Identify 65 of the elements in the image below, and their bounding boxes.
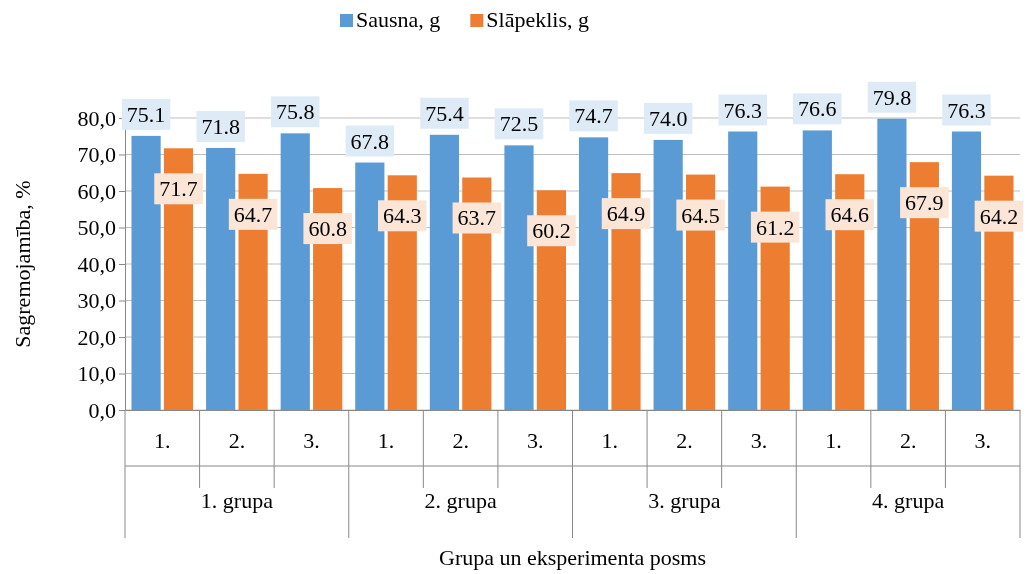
data-label: 71.8 — [201, 113, 240, 139]
data-label: 64.6 — [830, 202, 870, 228]
text: 2. grupa — [424, 488, 497, 513]
y-tick-label: 10,0 — [77, 361, 116, 387]
data-label: 60.2 — [532, 218, 571, 244]
data-label: 75.1 — [126, 101, 166, 127]
x-tick-label: 2. — [676, 428, 693, 454]
text: 4. grupa — [872, 488, 945, 513]
data-label: 67.8 — [350, 128, 390, 154]
text: 3. grupa — [648, 488, 721, 513]
bar — [355, 162, 385, 410]
bar — [653, 139, 683, 410]
x-tick-label: 2. — [899, 428, 917, 454]
data-label: 64.5 — [681, 202, 720, 228]
y-tick-label: 60,0 — [77, 178, 116, 204]
data-label: 67.9 — [905, 190, 944, 216]
bar — [877, 118, 907, 410]
data-label: 72.5 — [499, 111, 539, 137]
y-tick-label: 30,0 — [77, 288, 116, 314]
data-label: 64.2 — [979, 203, 1019, 229]
bar — [578, 137, 609, 410]
bar — [951, 131, 982, 410]
data-label: 60.8 — [308, 216, 347, 242]
text: 1. grupa — [200, 488, 274, 513]
x-axis-title: Grupa un eksperimenta posms — [439, 545, 706, 570]
bar — [206, 147, 236, 410]
data-label: 76.3 — [723, 97, 762, 123]
y-axis-title: Sagremojamība, % — [10, 180, 35, 348]
bar — [131, 135, 161, 410]
x-tick-label: 1. — [377, 428, 395, 454]
data-label: 64.9 — [606, 201, 646, 227]
bar — [802, 130, 832, 410]
data-label: 75.4 — [425, 100, 464, 126]
legend-label: Slāpeklis, g — [486, 7, 589, 32]
data-label: 74.0 — [648, 105, 688, 131]
y-tick-label: 20,0 — [77, 324, 116, 350]
data-label: 76.3 — [947, 97, 986, 123]
y-tick-label: 70,0 — [77, 142, 116, 168]
x-tick-label: 1. — [825, 428, 842, 454]
x-tick-label: 2. — [228, 428, 246, 454]
data-label: 63.7 — [457, 205, 497, 231]
bar — [504, 145, 534, 410]
data-label: 74.7 — [574, 103, 613, 129]
data-label: 75.8 — [275, 99, 315, 125]
data-label: 76.6 — [798, 96, 837, 122]
x-tick-label: 3. — [526, 428, 544, 454]
x-tick-label: 3. — [303, 428, 320, 454]
x-tick-label: 3. — [750, 428, 768, 454]
x-tick-label: 1. — [601, 428, 619, 454]
y-tick-label: 50,0 — [77, 215, 116, 241]
legend-label: Sausna, g — [356, 7, 441, 32]
data-label: 64.3 — [383, 203, 422, 229]
bar — [728, 131, 758, 410]
data-label: 61.2 — [755, 214, 795, 240]
data-label: 71.7 — [159, 176, 198, 202]
data-label: 79.8 — [872, 84, 912, 110]
bar — [429, 134, 459, 410]
x-tick-label: 3. — [974, 428, 991, 454]
x-tick-label: 1. — [154, 428, 171, 454]
y-tick-label: 80,0 — [77, 105, 116, 131]
y-tick-label: 0,0 — [88, 397, 116, 423]
y-tick-label: 40,0 — [77, 251, 116, 277]
data-label: 64.7 — [233, 201, 273, 227]
bar — [280, 133, 310, 410]
x-tick-label: 2. — [452, 428, 469, 454]
